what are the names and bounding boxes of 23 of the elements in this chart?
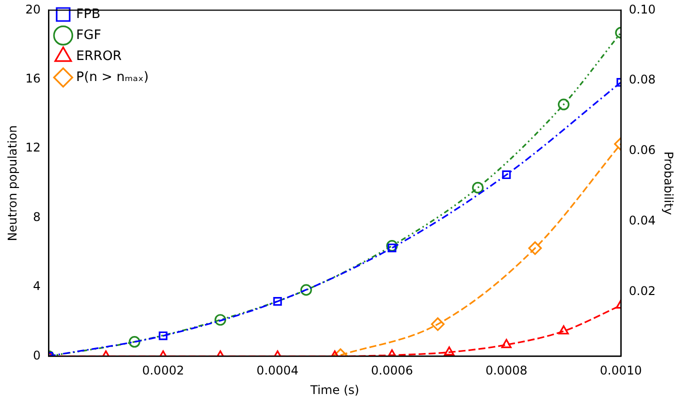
y-tick-label: 16 [25,72,41,86]
y-tick-label: 4 [33,279,41,294]
x-tick-label: 0.0008 [485,364,528,378]
y-tick-label: 20 [25,2,41,16]
x-tick-label: 0.0006 [370,364,413,378]
legend-label: FGF [76,28,102,43]
y2-tick-label: 0.06 [628,143,656,158]
x-tick-label: 0.0004 [256,364,299,378]
y-tick-label: 0 [33,348,41,362]
y2-tick-label: 0.08 [628,72,656,87]
y2-tick-label: 0.04 [628,214,656,228]
legend-label: ERROR [76,48,122,64]
x-tick-label: 0.0010 [600,364,642,378]
x-tick-label: 0.0002 [142,364,184,378]
y-tick-label: 8 [33,210,41,224]
y2-tick-label: 0.10 [628,2,656,16]
y2-axis-title: Probability [662,151,676,215]
y2-tick-label: 0.02 [628,284,656,298]
x-axis-title: Time (s) [309,382,360,397]
y-tick-label: 12 [25,140,41,155]
legend-label: FPB [76,6,100,22]
legend-label: P(n > nₘₐₓ) [76,70,149,85]
y-axis-title: Neutron population [5,125,20,242]
